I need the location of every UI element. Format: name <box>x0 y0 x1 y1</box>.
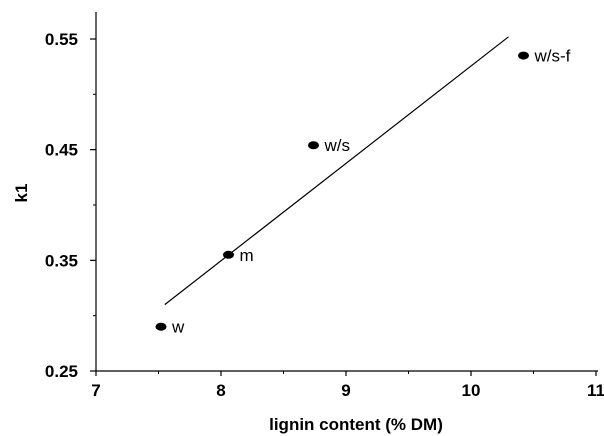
data-point-label: w/s <box>324 136 351 155</box>
axes <box>95 12 598 372</box>
data-point <box>223 250 234 259</box>
y-tick-label: 0.45 <box>45 141 78 160</box>
data-point-label: w/s-f <box>534 47 571 66</box>
y-tick-label: 0.55 <box>45 30 78 49</box>
x-axis-title: lignin content (% DM) <box>269 415 443 434</box>
y-tick-label: 0.25 <box>45 362 78 381</box>
data-point <box>518 51 529 60</box>
x-tick-label: 8 <box>216 381 225 400</box>
x-tick-label: 10 <box>462 381 481 400</box>
y-axis-title: k1 <box>12 184 31 203</box>
x-tick-label: 11 <box>587 381 604 400</box>
y-tick-label: 0.35 <box>45 251 78 270</box>
data-point <box>308 141 319 150</box>
ticks <box>90 38 597 376</box>
tick-labels: 0.25 0.35 0.45 0.55 7 8 9 10 11 <box>45 30 604 400</box>
data-series: w m w/s w/s-f <box>155 36 571 337</box>
trend-line <box>164 36 509 306</box>
data-point <box>155 322 167 331</box>
data-point-label: w <box>171 318 185 337</box>
x-tick-label: 7 <box>91 381 100 400</box>
x-tick-label: 9 <box>341 381 350 400</box>
data-point-label: m <box>240 246 254 265</box>
